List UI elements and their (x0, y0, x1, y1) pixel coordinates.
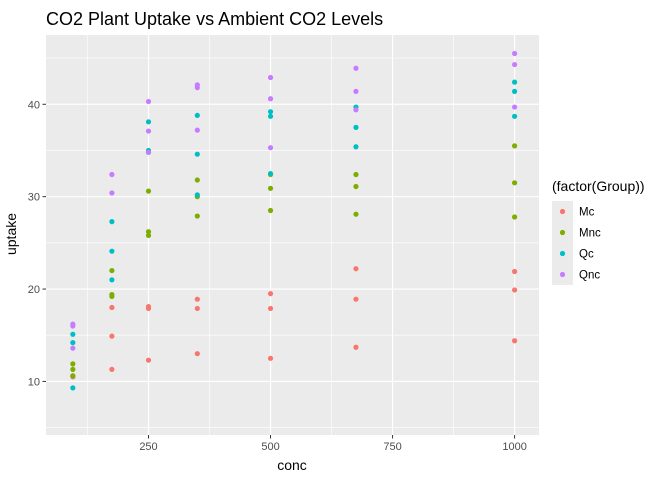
point-mc (511, 338, 518, 344)
point-mc (109, 366, 115, 373)
point-qnc (145, 149, 152, 155)
point-qnc (267, 145, 274, 151)
legend-label-mnc: Mnc (579, 228, 601, 240)
point-mc (109, 304, 115, 311)
legend-marker-mc (559, 208, 566, 215)
point-qc (511, 88, 518, 94)
point-qc (70, 340, 76, 346)
point-mnc (194, 213, 200, 219)
point-qnc (267, 96, 274, 102)
point-mc (194, 296, 200, 302)
point-mc (267, 291, 274, 297)
legend-marker-qnc (559, 271, 566, 278)
point-qc (353, 124, 359, 130)
point-mc (194, 305, 200, 312)
point-mnc (70, 373, 76, 379)
y-tick-label: 10 (28, 376, 40, 388)
legend-marker-mnc (559, 229, 566, 236)
point-mnc (109, 291, 115, 298)
point-mc (267, 355, 274, 361)
point-qnc (353, 88, 359, 94)
point-qnc (70, 345, 76, 351)
point-mnc (267, 185, 274, 191)
legend-label-qc: Qc (579, 249, 594, 261)
legend-marker-qc (559, 250, 566, 257)
point-mc (109, 333, 115, 339)
point-qc (194, 192, 200, 198)
point-mnc (353, 171, 359, 178)
point-mc (353, 266, 359, 272)
point-qnc (70, 321, 76, 327)
legend-label-qnc: Qnc (579, 270, 600, 282)
point-qc (267, 170, 274, 177)
legend: (factor(Group)) Mc Mnc Qc Qnc (552, 178, 645, 285)
y-axis-ticks: 10 20 30 40 (28, 99, 46, 388)
x-tick-label: 750 (383, 441, 401, 453)
point-qc (353, 144, 359, 150)
point-qc (70, 385, 76, 391)
point-mnc (267, 207, 274, 214)
point-qnc (194, 82, 200, 88)
point-qc (511, 79, 518, 85)
point-qnc (194, 127, 200, 133)
point-mc (267, 305, 274, 312)
point-mnc (145, 188, 152, 194)
point-mnc (70, 361, 76, 367)
point-mc (511, 287, 518, 293)
point-qnc (511, 50, 518, 57)
point-qc (194, 151, 200, 157)
point-mc (145, 357, 152, 363)
x-axis-ticks: 250 500 750 1000 (139, 435, 527, 453)
legend-label-mc: Mc (579, 207, 595, 219)
point-mnc (353, 183, 359, 190)
chart-title: CO2 Plant Uptake vs Ambient CO2 Levels (46, 9, 383, 29)
plot-panel (46, 35, 539, 435)
point-mnc (145, 232, 152, 239)
point-mc (353, 344, 359, 350)
point-mnc (511, 143, 518, 149)
point-qnc (145, 128, 152, 134)
point-qnc (353, 65, 359, 71)
y-axis-title: uptake (3, 213, 19, 255)
point-qnc (109, 171, 115, 178)
point-qnc (145, 98, 152, 105)
x-tick-label: 1000 (502, 441, 526, 453)
minor-gridlines (46, 35, 539, 435)
point-qc (109, 277, 115, 283)
point-mc (145, 303, 152, 310)
point-mc (353, 296, 359, 302)
point-qnc (109, 190, 115, 196)
point-qc (267, 109, 274, 115)
y-tick-label: 40 (28, 99, 40, 111)
point-mc (194, 351, 200, 357)
x-tick-label: 500 (261, 441, 279, 453)
y-tick-label: 20 (28, 284, 40, 296)
point-qnc (511, 104, 518, 110)
point-mnc (194, 177, 200, 183)
point-qnc (353, 107, 359, 113)
y-tick-label: 30 (28, 192, 40, 204)
x-tick-label: 250 (139, 441, 157, 453)
point-mnc (109, 267, 115, 274)
x-axis-title: conc (277, 457, 307, 473)
point-qc (511, 113, 518, 119)
point-mnc (145, 229, 152, 235)
point-qc (109, 219, 115, 225)
point-qc (70, 331, 76, 337)
point-mc (511, 268, 518, 275)
point-qnc (267, 74, 274, 81)
point-qc (145, 119, 152, 125)
point-mnc (353, 211, 359, 217)
point-qc (194, 112, 200, 118)
point-mnc (511, 180, 518, 186)
point-mnc (511, 214, 518, 220)
point-mnc (70, 366, 76, 373)
legend-title: (factor(Group)) (552, 178, 645, 194)
point-qnc (511, 61, 518, 68)
point-qc (109, 248, 115, 254)
point-qc (267, 113, 274, 119)
data-points (70, 50, 518, 391)
